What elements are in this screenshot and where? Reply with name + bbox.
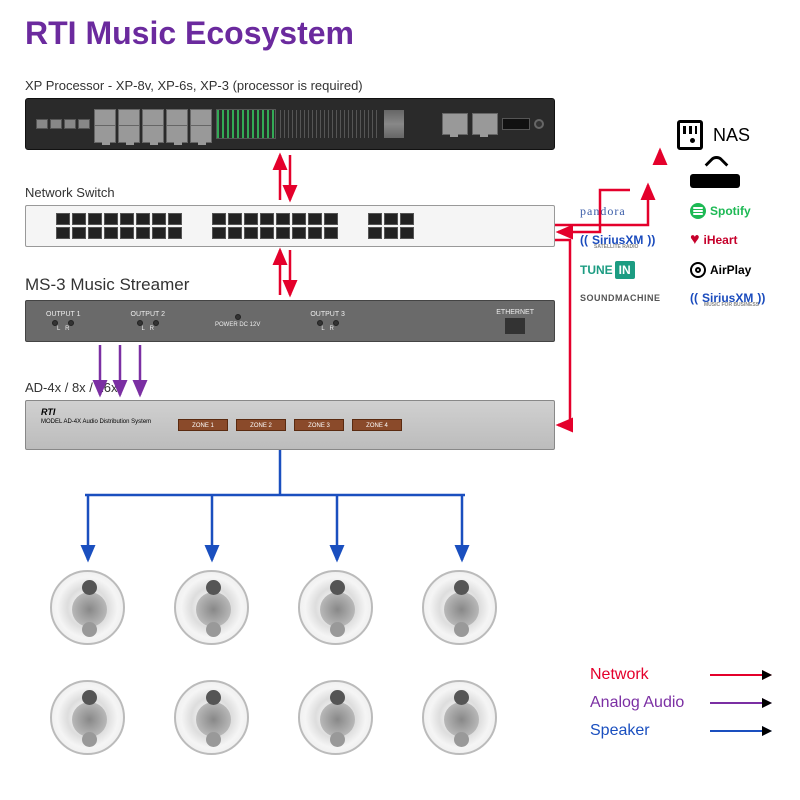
- service-airplay: AirPlay: [690, 261, 790, 279]
- services-grid: pandora Spotify ((SiriusXM))SATELLITE RADI…: [580, 203, 790, 305]
- service-pandora: pandora: [580, 203, 680, 219]
- speaker: [298, 570, 373, 645]
- service-siriusxm: ((SiriusXM))SATELLITE RADIO: [580, 231, 680, 249]
- legend-network: Network: [590, 666, 770, 684]
- speaker: [50, 680, 125, 755]
- amp-label: AD-4x / 8x / 16x: [25, 380, 117, 395]
- side-panel: NAS pandora Spotify ((SiriusXM))SATELLITE …: [580, 120, 790, 305]
- streamer-label: MS-3 Music Streamer: [25, 275, 189, 295]
- speaker: [298, 680, 373, 755]
- legend-speaker: Speaker: [590, 722, 770, 740]
- service-tune: TUNEIN: [580, 261, 680, 279]
- service-spotify: Spotify: [690, 203, 790, 219]
- speaker: [50, 570, 125, 645]
- speaker: [174, 570, 249, 645]
- service-siriusxm: ((SiriusXM))MUSIC FOR BUSINESS: [690, 291, 790, 305]
- nas-icon: [677, 120, 703, 150]
- speaker: [174, 680, 249, 755]
- nas-label: NAS: [713, 125, 750, 146]
- speakers-grid: [50, 570, 512, 770]
- service-soundmachine: SOUNDMACHINE: [580, 291, 680, 305]
- legend-analog-audio: Analog Audio: [590, 694, 770, 712]
- switch-label: Network Switch: [25, 185, 115, 200]
- ms3-streamer: OUTPUT 1L R OUTPUT 2L R POWER DC 12V OUT…: [25, 300, 555, 342]
- xp-label: XP Processor - XP-8v, XP-6s, XP-3 (proce…: [25, 78, 363, 93]
- speaker: [422, 680, 497, 755]
- page-title: RTI Music Ecosystem: [0, 0, 800, 52]
- service-iheart: ♥iHeart: [690, 231, 790, 249]
- legend: Network Analog Audio Speaker: [590, 656, 770, 750]
- speaker: [422, 570, 497, 645]
- xp-processor: [25, 98, 555, 150]
- network-switch: [25, 205, 555, 247]
- ad-amp: RTI MODEL AD-4X Audio Distribution Syste…: [25, 400, 555, 450]
- router-icon: [690, 160, 740, 188]
